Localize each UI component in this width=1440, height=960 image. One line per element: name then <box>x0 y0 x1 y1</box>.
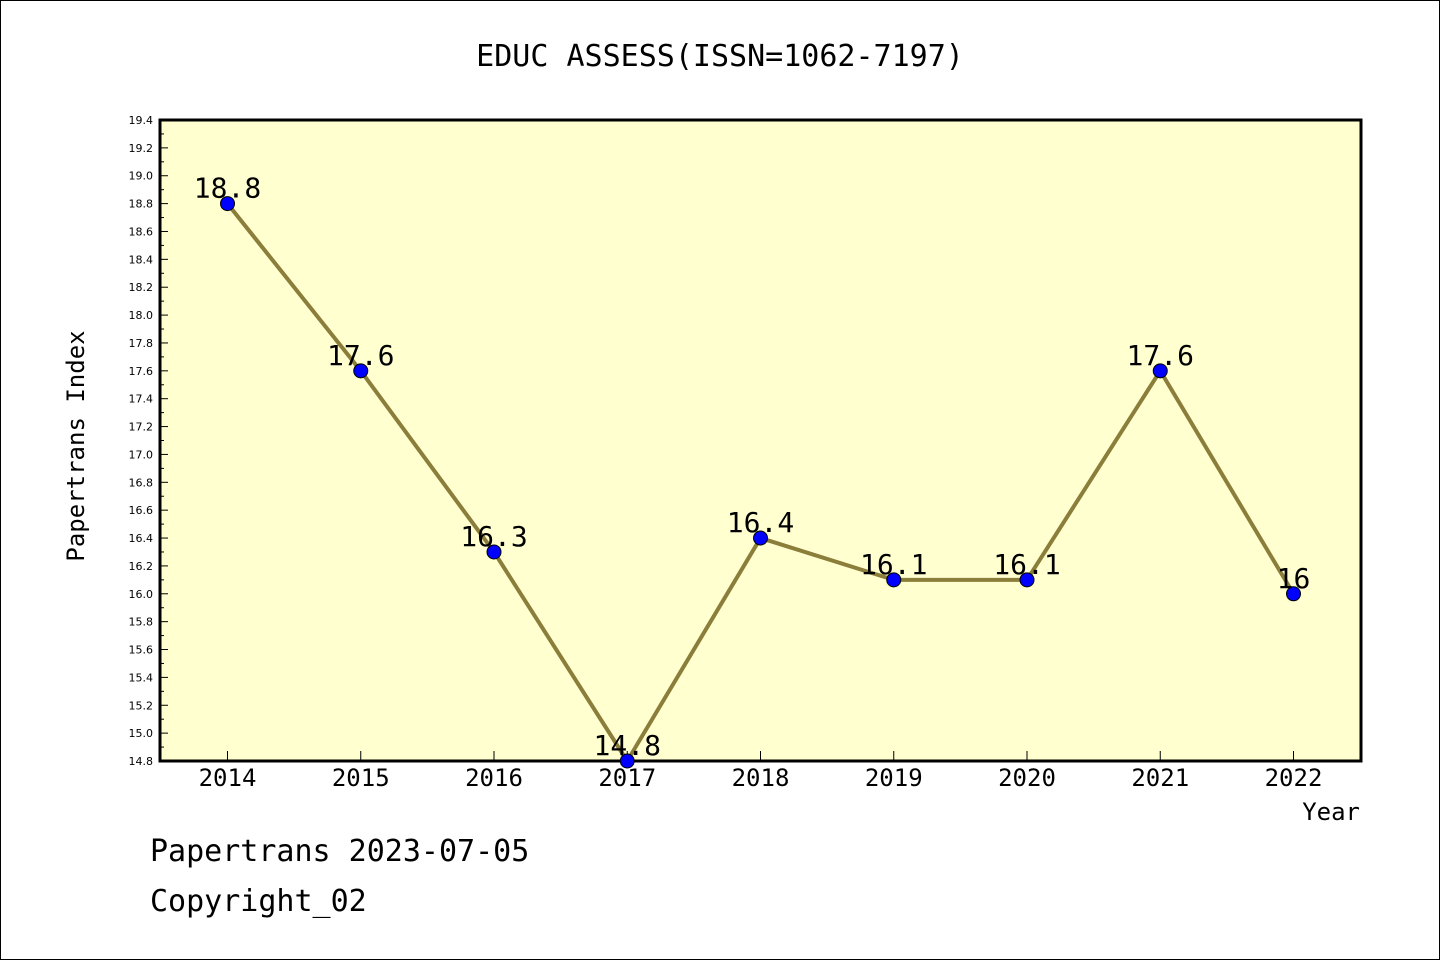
data-points <box>220 196 1301 769</box>
y-axis: 14.8 15.0 15.2 15.4 15.6 15.8 16.0 16.2 16.4 16.6… <box>129 114 168 768</box>
y-tick-label: 18.4 <box>129 253 154 266</box>
data-label: 14.8 <box>594 729 661 762</box>
data-point <box>619 753 635 769</box>
data-point <box>753 530 768 546</box>
y-tick-label: 17.6 <box>129 365 154 378</box>
y-tick-label: 15.6 <box>129 644 154 657</box>
data-label: 17.6 <box>327 339 394 372</box>
y-tick-label: 16.2 <box>129 560 154 573</box>
x-tick-label: 2014 <box>199 764 257 792</box>
data-label: 16 <box>1277 562 1311 595</box>
chart-title: EDUC ASSESS(ISSN=1062-7197) <box>476 39 964 74</box>
x-tick-label: 2015 <box>332 764 390 792</box>
data-point <box>1019 572 1035 588</box>
data-point <box>1286 586 1301 602</box>
data-label: 16.1 <box>993 548 1060 581</box>
y-tick-label: 15.8 <box>129 616 154 629</box>
y-tick-label: 17.4 <box>129 393 154 406</box>
data-point <box>886 572 902 588</box>
y-tick-label: 18.6 <box>129 225 154 238</box>
y-tick-label: 17.2 <box>129 421 154 434</box>
y-tick-label: 16.4 <box>129 532 154 545</box>
y-tick-label: 18.2 <box>129 281 154 294</box>
data-point <box>1152 363 1168 379</box>
y-tick-label: 16.6 <box>129 504 154 517</box>
data-labels: 18.8 17.6 16.3 14.8 16.4 16.1 16.1 17.6 16 <box>194 172 1311 762</box>
x-tick-label: 2019 <box>865 764 923 792</box>
y-axis-label: Papertrans Index <box>62 330 90 561</box>
x-tick-label: 2016 <box>465 764 523 792</box>
data-label: 16.4 <box>727 506 794 539</box>
plot-area <box>158 118 1363 763</box>
data-label: 16.3 <box>460 520 527 553</box>
y-tick-label: 15.0 <box>129 727 154 740</box>
y-tick-label: 19.2 <box>129 142 154 155</box>
data-label: 16.1 <box>860 548 927 581</box>
y-tick-label: 19.4 <box>129 114 154 127</box>
footer-copyright: Copyright_02 <box>150 884 367 919</box>
x-tick-label: 2021 <box>1131 764 1189 792</box>
x-axis-label: Year <box>1302 798 1360 826</box>
x-tick-label: 2022 <box>1265 764 1323 792</box>
y-tick-label: 16.0 <box>129 588 154 601</box>
y-tick-label: 14.8 <box>129 755 154 768</box>
x-tick-label: 2020 <box>998 764 1056 792</box>
data-point <box>220 196 235 212</box>
data-label: 17.6 <box>1127 339 1194 372</box>
x-tick-label: 2018 <box>732 764 790 792</box>
y-tick-label: 17.0 <box>129 448 154 461</box>
x-axis: 2014 2015 2016 2017 2018 2019 2020 2021 2022 <box>199 751 1323 792</box>
y-tick-label: 18.8 <box>129 198 154 211</box>
footer-date: Papertrans 2023-07-05 <box>150 834 530 869</box>
y-tick-label: 17.8 <box>129 337 154 350</box>
y-tick-label: 19.0 <box>129 170 154 183</box>
y-tick-label: 18.0 <box>129 309 154 322</box>
y-tick-label: 16.8 <box>129 476 154 489</box>
data-point <box>353 363 369 379</box>
y-tick-label: 15.4 <box>129 671 154 684</box>
data-label: 18.8 <box>194 172 261 205</box>
x-tick-label: 2017 <box>598 764 656 792</box>
data-point <box>486 544 502 560</box>
y-tick-label: 15.2 <box>129 699 154 712</box>
